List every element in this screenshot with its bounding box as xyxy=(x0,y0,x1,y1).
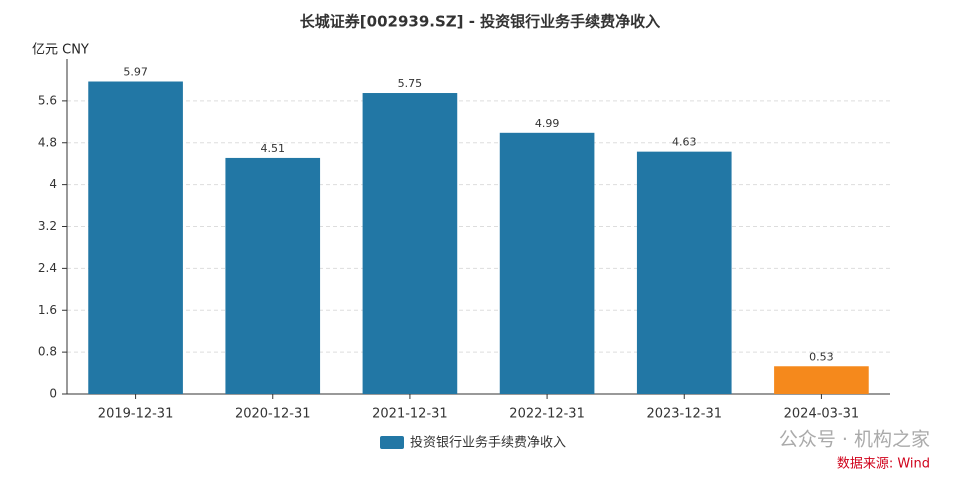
y-tick-label: 0 xyxy=(49,387,57,401)
value-label: 4.51 xyxy=(261,142,286,155)
x-tick-label: 2023-12-31 xyxy=(646,407,722,422)
chart-title: 长城证券[002939.SZ] - 投资银行业务手续费净收入 xyxy=(300,13,660,31)
y-tick-label: 0.8 xyxy=(38,345,57,359)
y-tick-label: 1.6 xyxy=(38,303,57,317)
x-tick-label: 2024-03-31 xyxy=(784,407,860,422)
x-tick-label: 2020-12-31 xyxy=(235,407,311,422)
value-label: 4.99 xyxy=(535,117,560,130)
value-label: 5.75 xyxy=(398,77,423,90)
watermark: 公众号 · 机构之家 xyxy=(779,429,930,451)
value-label: 4.63 xyxy=(672,136,697,149)
value-label: 5.97 xyxy=(123,66,148,79)
bar xyxy=(636,151,732,394)
value-label: 0.53 xyxy=(809,350,834,363)
y-tick-label: 4 xyxy=(49,177,57,191)
legend-label: 投资银行业务手续费净收入 xyxy=(410,435,566,451)
bar xyxy=(774,366,869,394)
y-tick-label: 5.6 xyxy=(38,93,57,107)
legend-swatch xyxy=(380,436,404,449)
y-axis-label: 亿元 CNY xyxy=(32,43,89,58)
source-note: 数据来源: Wind xyxy=(837,457,930,472)
x-tick-label: 2019-12-31 xyxy=(98,407,174,422)
y-tick-label: 3.2 xyxy=(38,219,57,233)
bar xyxy=(362,93,458,394)
y-tick-label: 2.4 xyxy=(38,261,57,275)
bar xyxy=(499,132,595,394)
bar xyxy=(225,157,321,394)
x-tick-label: 2022-12-31 xyxy=(509,407,585,422)
bar xyxy=(88,81,183,394)
x-tick-label: 2021-12-31 xyxy=(372,407,448,422)
y-tick-label: 4.8 xyxy=(38,135,57,149)
